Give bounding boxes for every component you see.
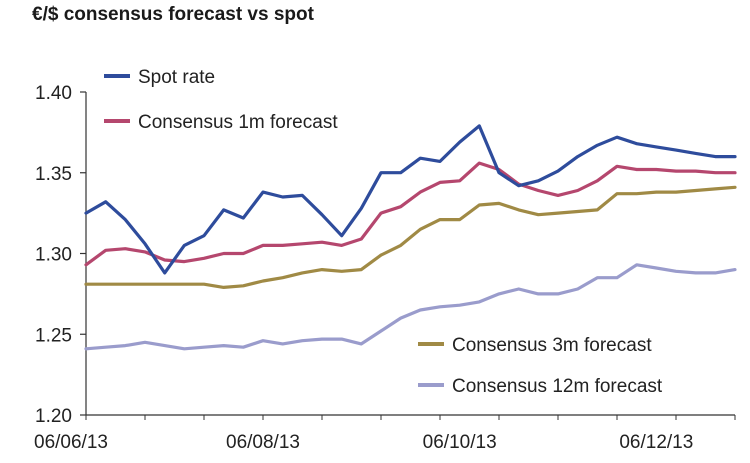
y-tick-label: 1.35 [35,164,72,185]
legend-label: Spot rate [138,67,215,88]
axes: 1.40 1.35 1.30 1.25 1.20 06/06/13 06/08/13 06/1… [34,83,736,453]
legend-label: Consensus 1m forecast [138,112,338,133]
x-tick-label: 06/12/13 [619,432,693,453]
y-tick-label: 1.20 [35,406,72,427]
legend: Spot rate Consensus 1m forecast Consensus … [104,67,663,397]
x-tick-label: 06/08/13 [226,432,300,453]
series-line-consensus-1m-forecast [84,161,737,267]
x-tick-label: 06/10/13 [423,432,497,453]
y-tick-label: 1.40 [35,83,72,104]
y-tick-label: 1.25 [35,325,72,346]
series-line-consensus-12m-forecast [84,263,737,351]
series-line-spot-rate [84,124,737,275]
legend-label: Consensus 12m forecast [452,376,663,397]
series-layer [84,124,737,351]
series-line-consensus-3m-forecast [84,185,737,289]
legend-label: Consensus 3m forecast [452,335,652,356]
chart-title: €/$ consensus forecast vs spot [32,4,314,25]
x-tick-label: 06/06/13 [34,432,108,453]
y-tick-label: 1.30 [35,245,72,266]
